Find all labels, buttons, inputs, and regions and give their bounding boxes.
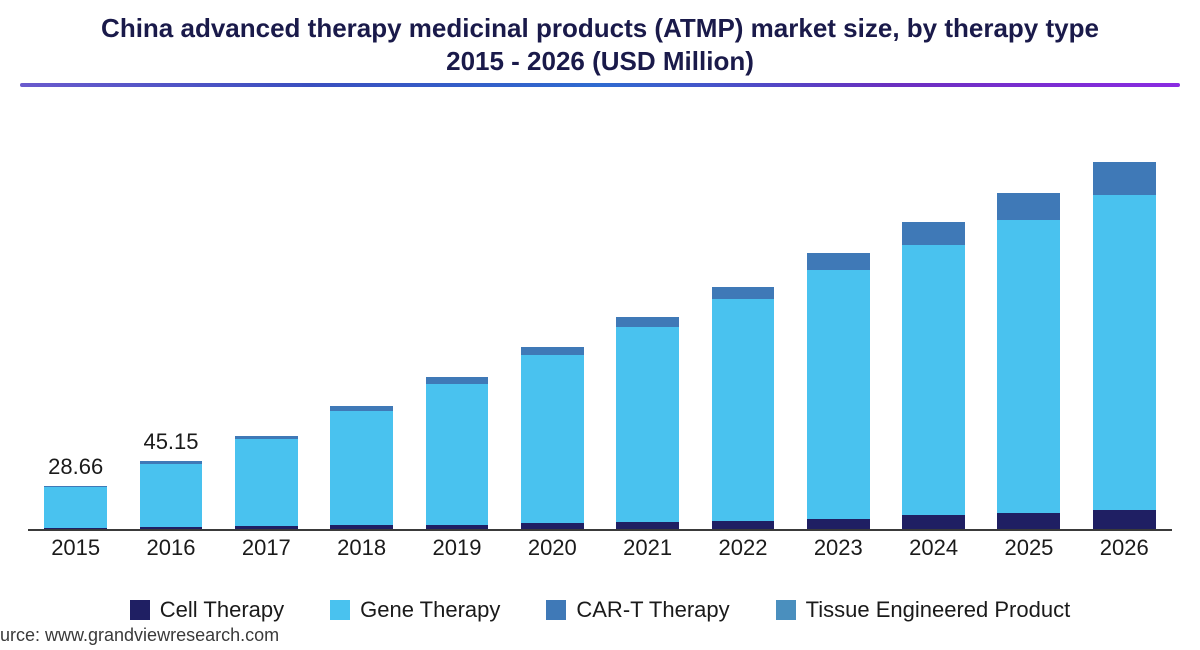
bar-segment-cell [140, 527, 203, 529]
x-tick: 2015 [28, 531, 123, 561]
bar-2022 [695, 141, 790, 529]
x-tick: 2024 [886, 531, 981, 561]
bar-segment-gene [521, 355, 584, 523]
bar-segment-car_t [997, 193, 1060, 220]
stacked-bar [1093, 162, 1156, 529]
bar-2017 [219, 141, 314, 529]
x-tick: 2017 [219, 531, 314, 561]
bar-2020 [505, 141, 600, 529]
legend-item-tissue: Tissue Engineered Product [776, 597, 1071, 623]
bar-segment-car_t [807, 253, 870, 270]
bar-segment-cell [521, 523, 584, 529]
stacked-bar [235, 436, 298, 529]
bar-2024 [886, 141, 981, 529]
bar-segment-cell [426, 525, 489, 530]
bar-segment-cell [235, 526, 298, 529]
bar-segment-gene [235, 439, 298, 526]
bar-segment-gene [616, 327, 679, 522]
bar-segment-gene [807, 270, 870, 519]
bar-segment-cell [902, 515, 965, 529]
bar-segment-car_t [712, 287, 775, 299]
x-tick: 2018 [314, 531, 409, 561]
bar-2019 [409, 141, 504, 529]
bar-2021 [600, 141, 695, 529]
bar-segment-gene [44, 487, 107, 528]
x-tick: 2016 [123, 531, 218, 561]
chart-title-line1: China advanced therapy medicinal product… [20, 12, 1180, 45]
stacked-bar [616, 317, 679, 529]
bar-2018 [314, 141, 409, 529]
bar-segment-cell [807, 519, 870, 529]
x-tick: 2021 [600, 531, 695, 561]
bar-segment-gene [997, 220, 1060, 513]
legend: Cell Therapy Gene Therapy CAR-T Therapy Tis… [0, 597, 1200, 623]
legend-swatch [776, 600, 796, 620]
stacked-bar [902, 222, 965, 529]
stacked-bar [426, 377, 489, 529]
bar-2025 [981, 141, 1076, 529]
bar-2015: 28.66 [28, 141, 123, 529]
legend-swatch [130, 600, 150, 620]
x-tick: 2020 [505, 531, 600, 561]
bar-segment-cell [44, 528, 107, 529]
legend-item-cell: Cell Therapy [130, 597, 284, 623]
x-tick: 2026 [1077, 531, 1172, 561]
bar-2016: 45.15 [123, 141, 218, 529]
bar-segment-gene [140, 464, 203, 528]
stacked-bar [521, 347, 584, 529]
legend-swatch [546, 600, 566, 620]
bar-2023 [791, 141, 886, 529]
bar-segment-gene [426, 384, 489, 525]
bar-segment-cell [616, 522, 679, 529]
x-tick: 2025 [981, 531, 1076, 561]
bars-row: 28.66 45.15 [28, 141, 1172, 531]
bar-segment-cell [1093, 510, 1156, 529]
legend-swatch [330, 600, 350, 620]
x-tick: 2023 [791, 531, 886, 561]
x-tick: 2019 [409, 531, 504, 561]
legend-label: Tissue Engineered Product [806, 597, 1071, 623]
bar-segment-car_t [902, 222, 965, 245]
bar-segment-car_t [1093, 162, 1156, 195]
source-attribution: urce: www.grandviewresearch.com [0, 625, 279, 646]
bar-segment-cell [997, 513, 1060, 530]
stacked-bar [44, 486, 107, 529]
bar-segment-gene [902, 245, 965, 515]
legend-item-gene: Gene Therapy [330, 597, 500, 623]
bar-segment-car_t [616, 317, 679, 327]
bar-segment-car_t [426, 377, 489, 384]
title-underline [20, 83, 1180, 87]
stacked-bar [997, 193, 1060, 529]
x-tick: 2022 [695, 531, 790, 561]
chart-title-block: China advanced therapy medicinal product… [0, 4, 1200, 101]
stacked-bar [140, 461, 203, 529]
x-axis-ticks: 2015201620172018201920202021202220232024… [28, 531, 1172, 561]
stacked-bar [807, 253, 870, 529]
legend-label: Cell Therapy [160, 597, 284, 623]
stacked-bar [330, 406, 393, 529]
legend-label: CAR-T Therapy [576, 597, 729, 623]
bar-value-label: 28.66 [48, 454, 103, 480]
legend-label: Gene Therapy [360, 597, 500, 623]
bar-segment-gene [1093, 195, 1156, 510]
chart-title-line2: 2015 - 2026 (USD Million) [20, 45, 1180, 78]
bar-segment-gene [712, 299, 775, 521]
bar-segment-gene [330, 411, 393, 525]
bar-segment-cell [330, 525, 393, 529]
bar-chart: 28.6645.15 20152016201720182019202020212… [28, 141, 1172, 561]
bar-2026 [1077, 141, 1172, 529]
bar-segment-cell [712, 521, 775, 529]
legend-item-car_t: CAR-T Therapy [546, 597, 729, 623]
bar-value-label: 45.15 [143, 429, 198, 455]
stacked-bar [712, 287, 775, 529]
bar-segment-car_t [521, 347, 584, 355]
